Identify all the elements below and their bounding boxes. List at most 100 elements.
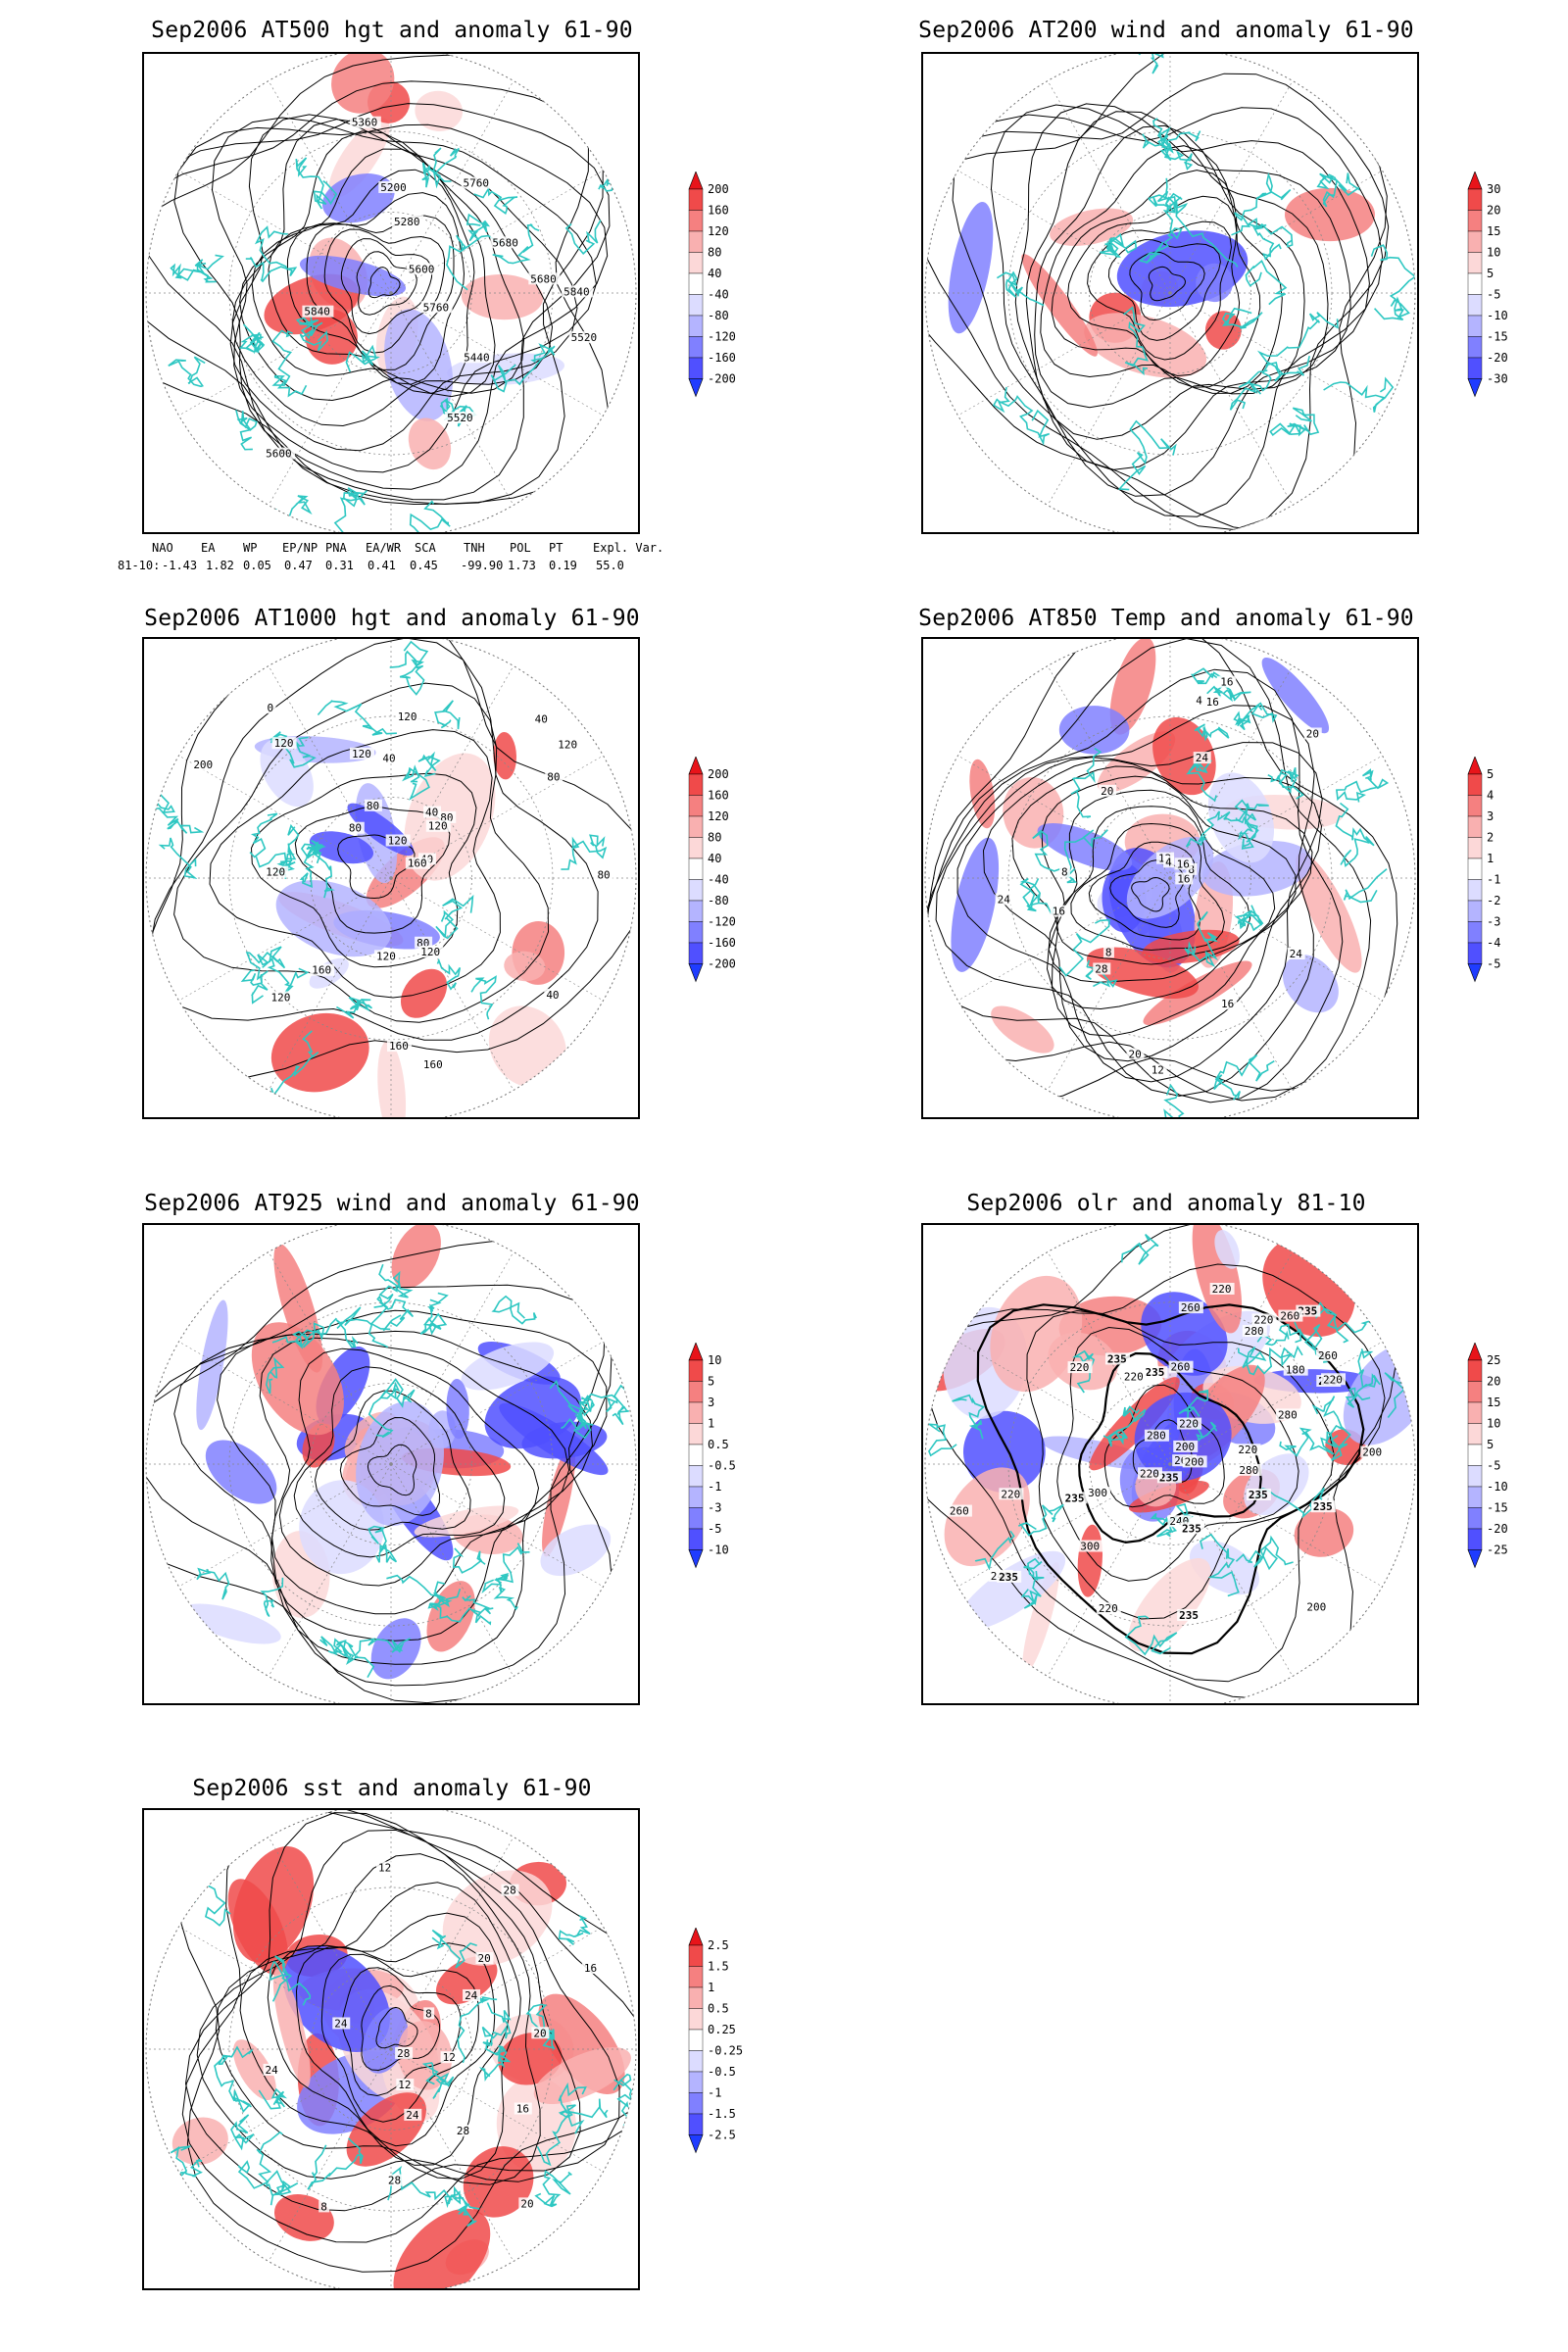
contour-label: 5360 <box>352 117 378 129</box>
colorbar-segment <box>688 1465 704 1488</box>
colorbar-top-arrow <box>1467 171 1483 190</box>
colorbar-tick-label: -200 <box>708 372 736 386</box>
coastline <box>332 487 368 532</box>
colorbar-segment <box>1467 900 1483 922</box>
coastline <box>265 1356 285 1395</box>
contour-label: 5680 <box>492 236 517 249</box>
coastline <box>427 1581 462 1609</box>
colorbar-tick-label: 5 <box>1487 1438 1494 1451</box>
contour-label-bg <box>528 272 561 285</box>
contour-label-bg <box>1218 675 1237 688</box>
coastline <box>429 147 460 189</box>
graticule-meridian <box>1169 1463 1383 1588</box>
coastline <box>254 495 313 532</box>
colorbar-segment <box>688 2092 704 2115</box>
coastline <box>1153 1083 1185 1117</box>
graticule-meridian <box>268 665 392 879</box>
contour-label-bg <box>378 180 411 193</box>
contour-label-bg <box>461 176 493 189</box>
contour-line <box>926 1263 1386 1683</box>
anomaly-shading <box>321 173 395 223</box>
coastline <box>168 356 206 388</box>
map-panel-sst: 28 28 24 20 16 12 8 12 24 20 24 16 12 8 20 24 28 28 <box>142 1808 640 2290</box>
panel-title-1000hgt: Sep2006 AT1000 hgt and anomaly 61-90 <box>144 606 640 631</box>
coastline <box>525 2003 556 2050</box>
colorbar-tick-label: -80 <box>708 309 729 322</box>
coastline <box>295 306 329 352</box>
hemisphere-boundary <box>924 1225 1416 1703</box>
graticule-meridian <box>957 1463 1171 1588</box>
anomaly-shading <box>1058 706 1130 755</box>
colorbar-bottom-arrow <box>688 2134 704 2154</box>
coastline <box>335 1638 411 1662</box>
contour-label: 40 <box>535 712 548 725</box>
contour-line <box>356 251 417 316</box>
colorbar-segment <box>688 1359 704 1382</box>
colorbar-tick-label: -15 <box>1487 1501 1508 1515</box>
anomaly-shading <box>377 1041 407 1117</box>
colorbar-segment <box>1467 1486 1483 1508</box>
teleconnection-header: TNH <box>464 541 485 555</box>
contour-label: 24 <box>465 1989 478 2002</box>
contour-label-bg <box>545 770 564 783</box>
contour-label: 80 <box>597 869 610 882</box>
anomaly-shading <box>957 1550 1066 1631</box>
coastline <box>419 1292 449 1336</box>
contour-label-bg <box>420 301 453 314</box>
contour-label-bg <box>595 868 613 881</box>
colorbar-segment <box>1467 942 1483 964</box>
colorbar-tick-label: -5 <box>1487 288 1500 302</box>
contour-label-bg <box>1078 1540 1103 1552</box>
contour-line <box>267 1912 510 2166</box>
teleconnection-header: EA/WR <box>366 541 402 555</box>
colorbar-tick-label: 1 <box>1487 852 1494 865</box>
contour-label-bg <box>1096 1602 1121 1615</box>
coastline <box>271 1317 337 1349</box>
colorbar-tick-label: -160 <box>708 351 736 365</box>
contour-line <box>239 1882 521 2180</box>
contour-line <box>215 1853 541 2185</box>
coastline <box>558 2082 587 2134</box>
contour-label-bg <box>385 834 411 847</box>
contour-line <box>956 742 1323 1083</box>
coastline <box>444 2185 480 2228</box>
contour-label-bg <box>1315 1348 1341 1361</box>
colorbar-1000hgt: 200 160 120 80 40 -40 -80 -120 -160 -200 <box>681 756 755 1031</box>
contour-line <box>286 192 466 385</box>
anomaly-shading <box>309 831 374 864</box>
contour-label-bg <box>1278 1309 1303 1322</box>
colorbar-segment <box>688 942 704 964</box>
coastline <box>564 220 602 255</box>
contour-label-bg <box>264 447 296 460</box>
coastline <box>319 1636 375 1678</box>
contour-label: 16 <box>1221 998 1234 1010</box>
colorbar-segment <box>1467 1444 1483 1466</box>
coastline <box>1233 702 1278 731</box>
contour-label-bg <box>1236 1444 1261 1456</box>
contour-label: 40 <box>425 806 438 818</box>
colorbar-200wind: 30 20 15 10 5 -5 -10 -15 -20 -30 <box>1460 171 1534 446</box>
colorbar-tick-label: -120 <box>708 915 736 929</box>
graticule-meridian <box>390 1463 604 1588</box>
contour-label: 260 <box>950 1505 969 1518</box>
contour-label-bg <box>1179 1522 1204 1535</box>
coastline <box>561 834 608 870</box>
coastline <box>1194 723 1230 742</box>
coastline <box>612 2073 636 2127</box>
coastline <box>271 329 308 398</box>
contour-label-bg <box>1102 946 1114 958</box>
anomaly-shading <box>1021 254 1098 357</box>
contour-label: 120 <box>398 710 417 723</box>
teleconnection-header: NAO <box>152 541 173 555</box>
coastline <box>146 791 205 834</box>
contour-line <box>340 238 433 335</box>
coastline <box>466 213 491 242</box>
colorbar-segment <box>688 1444 704 1466</box>
anomaly-shading <box>227 1879 288 1976</box>
colorbar-segment <box>688 2071 704 2093</box>
colorbar-segment <box>1467 252 1483 274</box>
colorbar-tick-label: 1.5 <box>708 1960 729 1974</box>
graticule-meridian <box>957 292 1171 416</box>
contour-label: 12 <box>1152 1063 1164 1076</box>
coastline <box>478 2039 512 2082</box>
